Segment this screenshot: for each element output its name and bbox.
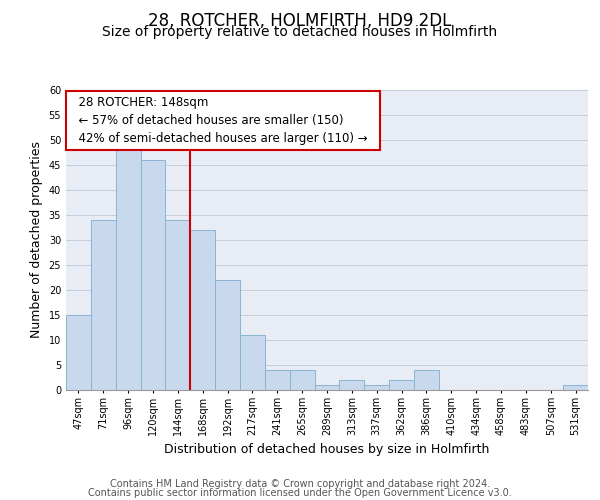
Text: Contains HM Land Registry data © Crown copyright and database right 2024.: Contains HM Land Registry data © Crown c… [110,479,490,489]
Bar [340,380,364,390]
Bar [364,385,389,390]
Bar [265,370,290,390]
Bar [314,385,340,390]
Bar [190,230,215,390]
Y-axis label: Number of detached properties: Number of detached properties [30,142,43,338]
Bar [140,160,166,390]
Bar [66,315,91,390]
Bar [116,145,140,390]
Bar [563,385,588,390]
Text: 28 ROTCHER: 148sqm  
  ← 57% of detached houses are smaller (150)  
  42% of sem: 28 ROTCHER: 148sqm ← 57% of detached hou… [71,96,376,145]
Bar [389,380,414,390]
Bar [166,220,190,390]
Text: Contains public sector information licensed under the Open Government Licence v3: Contains public sector information licen… [88,488,512,498]
Bar [414,370,439,390]
Text: Size of property relative to detached houses in Holmfirth: Size of property relative to detached ho… [103,25,497,39]
Bar [290,370,314,390]
Bar [91,220,116,390]
Bar [240,335,265,390]
Bar [215,280,240,390]
Text: 28, ROTCHER, HOLMFIRTH, HD9 2DL: 28, ROTCHER, HOLMFIRTH, HD9 2DL [148,12,452,30]
X-axis label: Distribution of detached houses by size in Holmfirth: Distribution of detached houses by size … [164,444,490,456]
